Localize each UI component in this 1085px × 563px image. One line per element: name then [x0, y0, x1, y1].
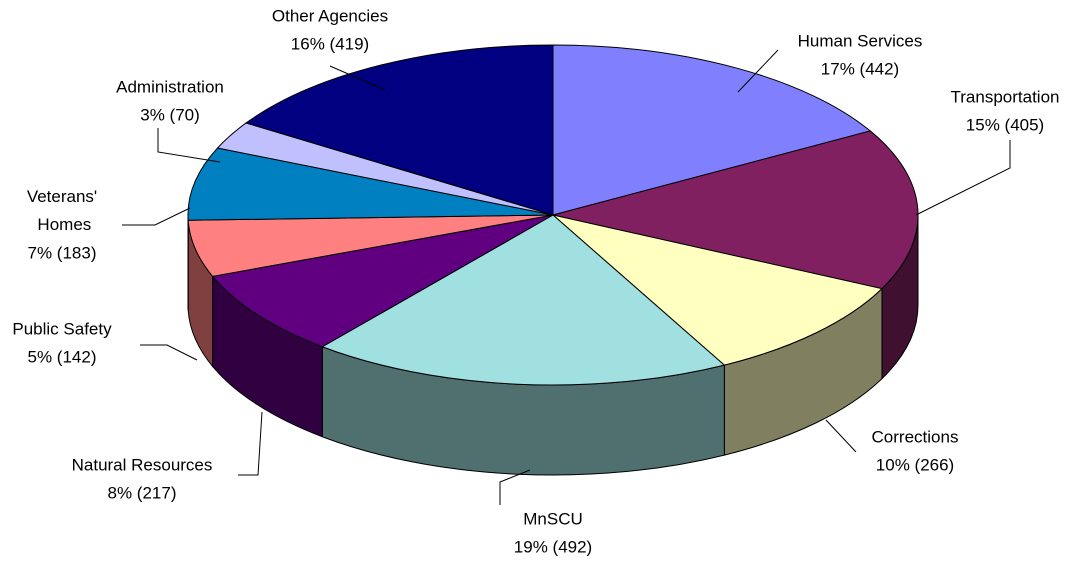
- slice-label: Other Agencies: [272, 6, 388, 25]
- value-label: 3% (70): [140, 105, 200, 124]
- value-label: 10% (266): [876, 455, 954, 474]
- leader-line: [122, 207, 191, 226]
- slice-label: Corrections: [872, 427, 959, 446]
- leader-line: [737, 49, 779, 93]
- slice: [321, 214, 726, 386]
- leader-line: [499, 469, 531, 505]
- leader-line: [915, 140, 1011, 216]
- value-label: 16% (419): [291, 34, 369, 53]
- slice-label: Public Safety: [12, 319, 112, 338]
- slice-label: MnSCU: [523, 509, 583, 528]
- slice: [245, 44, 554, 216]
- slice-label: Veterans' Homes: [27, 187, 97, 234]
- slice-label: Administration: [116, 77, 224, 96]
- slice-label: Transportation: [951, 87, 1060, 106]
- value-label: 8% (217): [108, 483, 177, 502]
- value-label: 15% (405): [966, 115, 1044, 134]
- value-label: 19% (492): [514, 537, 592, 556]
- leader-line: [157, 128, 221, 163]
- slice: [211, 214, 554, 348]
- slice-label: Natural Resources: [72, 455, 213, 474]
- value-label: 5% (142): [28, 347, 97, 366]
- leader-line: [329, 65, 386, 91]
- value-label: 7% (183): [28, 243, 97, 262]
- leader-line: [140, 344, 198, 361]
- value-label: 17% (442): [821, 59, 899, 78]
- leader-line: [238, 411, 263, 476]
- leader-line: [825, 419, 857, 453]
- slice: [552, 214, 883, 366]
- slice: [187, 147, 554, 221]
- slice-label: Human Services: [798, 31, 923, 50]
- slice: [552, 44, 872, 216]
- slice: [552, 130, 919, 290]
